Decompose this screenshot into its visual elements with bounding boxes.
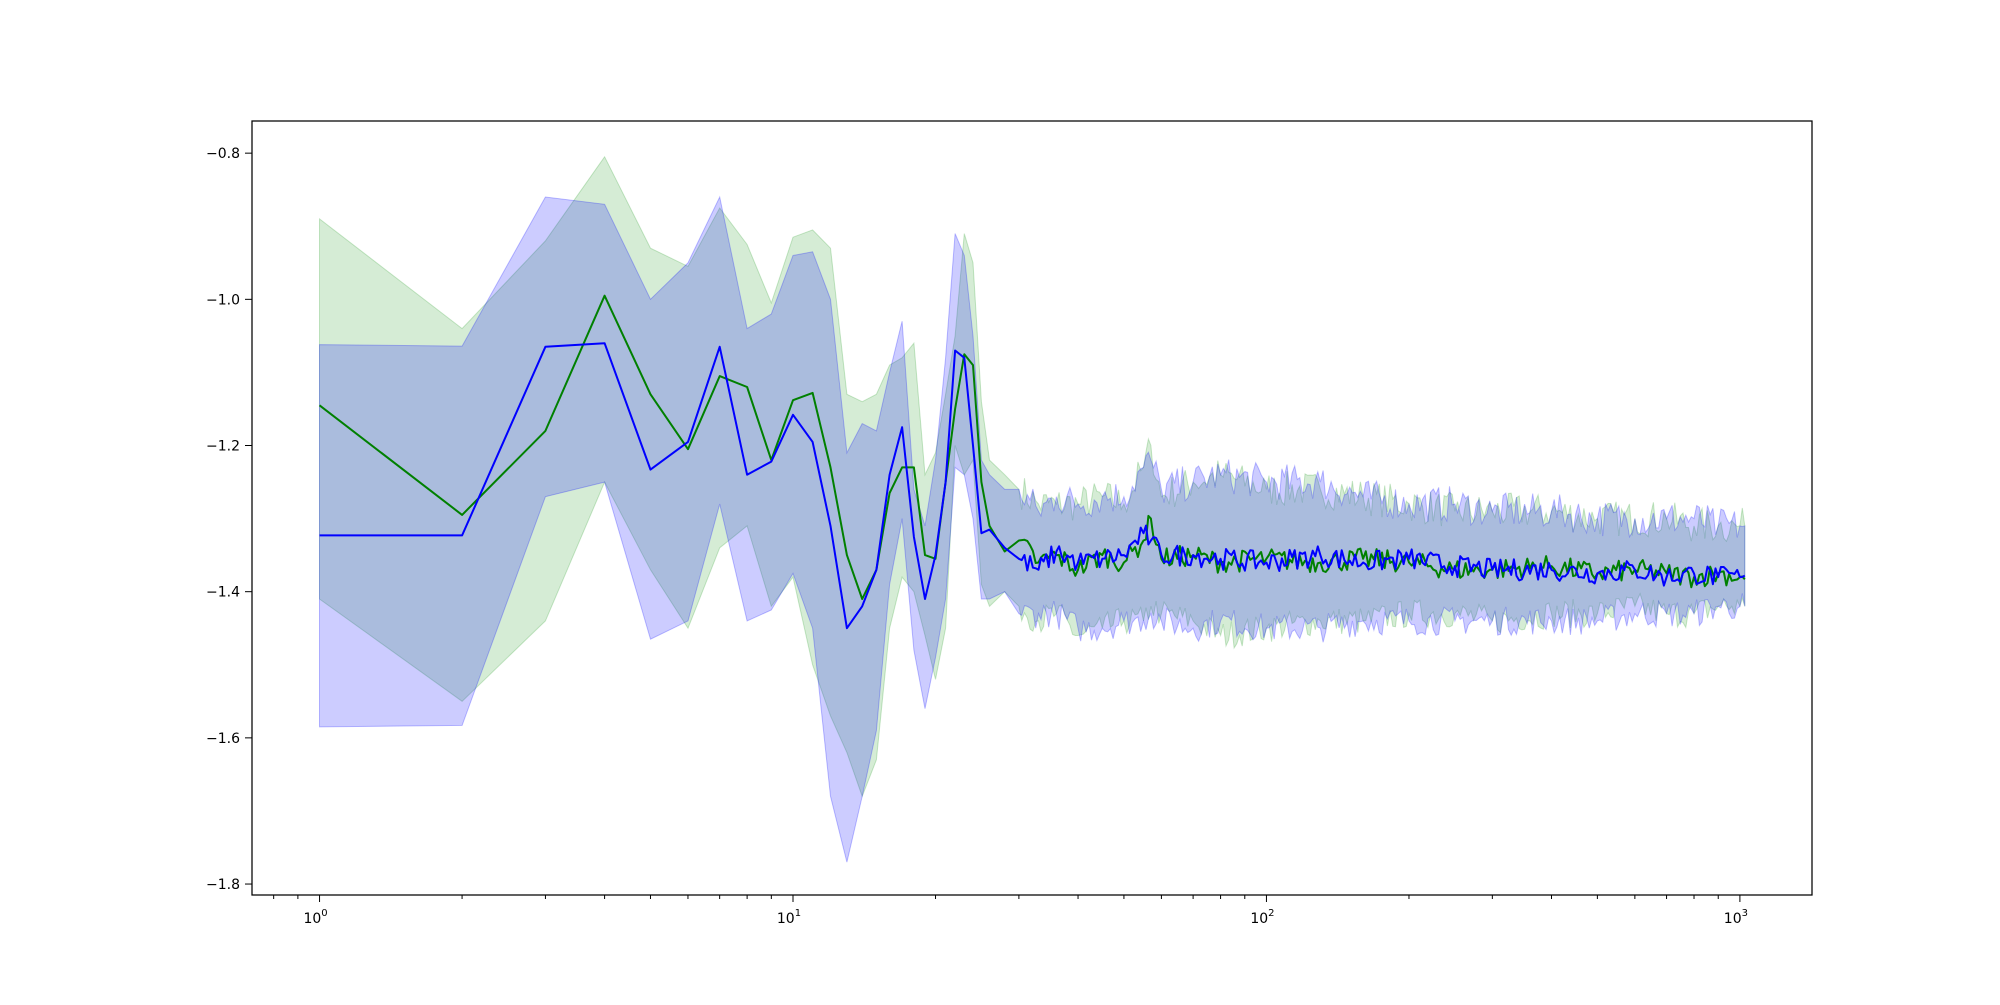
series-line-1 [318, 294, 1746, 600]
y-tick-label: −0.8 [206, 146, 240, 162]
y-tick-label: −1.4 [206, 585, 240, 601]
x-tick-label: 102 [1250, 908, 1274, 927]
x-tick-label: 103 [1724, 908, 1748, 927]
y-tick-label: −1.8 [206, 877, 240, 893]
x-axis: 100 101 102 103 [273, 895, 1748, 927]
confidence-band-1 [319, 155, 1746, 798]
y-axis: −0.8 −1.0 −1.2 −1.4 −1.6 −1.8 [206, 146, 252, 893]
plot-frame [251, 120, 1813, 896]
y-tick-label: −1.2 [206, 439, 240, 455]
x-tick-label: 100 [303, 908, 327, 927]
confidence-band-2 [319, 195, 1746, 863]
series-line-2 [319, 342, 1746, 630]
y-tick-label: −1.6 [206, 731, 240, 747]
x-tick-label: 101 [777, 908, 801, 927]
series-lines [318, 294, 1746, 630]
confidence-bands [319, 155, 1746, 863]
y-tick-label: −1.0 [206, 292, 240, 308]
